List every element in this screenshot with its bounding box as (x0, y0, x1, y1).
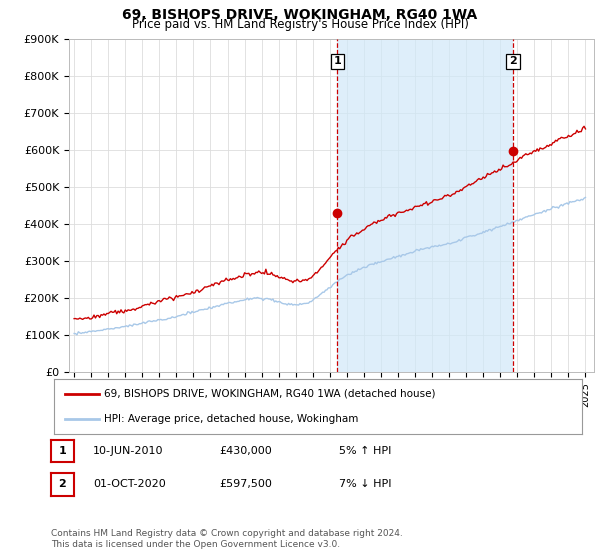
Text: Contains HM Land Registry data © Crown copyright and database right 2024.
This d: Contains HM Land Registry data © Crown c… (51, 529, 403, 549)
Text: 7% ↓ HPI: 7% ↓ HPI (339, 479, 391, 489)
Text: Price paid vs. HM Land Registry's House Price Index (HPI): Price paid vs. HM Land Registry's House … (131, 18, 469, 31)
Text: 5% ↑ HPI: 5% ↑ HPI (339, 446, 391, 456)
Text: 2: 2 (509, 57, 517, 67)
Bar (337, 39, 513, 372)
Text: 2: 2 (59, 479, 66, 489)
Text: £430,000: £430,000 (219, 446, 272, 456)
Text: 69, BISHOPS DRIVE, WOKINGHAM, RG40 1WA: 69, BISHOPS DRIVE, WOKINGHAM, RG40 1WA (122, 8, 478, 22)
Text: HPI: Average price, detached house, Wokingham: HPI: Average price, detached house, Woki… (104, 414, 359, 424)
Text: 1: 1 (334, 57, 341, 67)
Text: 10-JUN-2010: 10-JUN-2010 (93, 446, 163, 456)
Text: 69, BISHOPS DRIVE, WOKINGHAM, RG40 1WA (detached house): 69, BISHOPS DRIVE, WOKINGHAM, RG40 1WA (… (104, 389, 436, 399)
Text: 01-OCT-2020: 01-OCT-2020 (93, 479, 166, 489)
Text: 1: 1 (59, 446, 66, 456)
Text: £597,500: £597,500 (219, 479, 272, 489)
